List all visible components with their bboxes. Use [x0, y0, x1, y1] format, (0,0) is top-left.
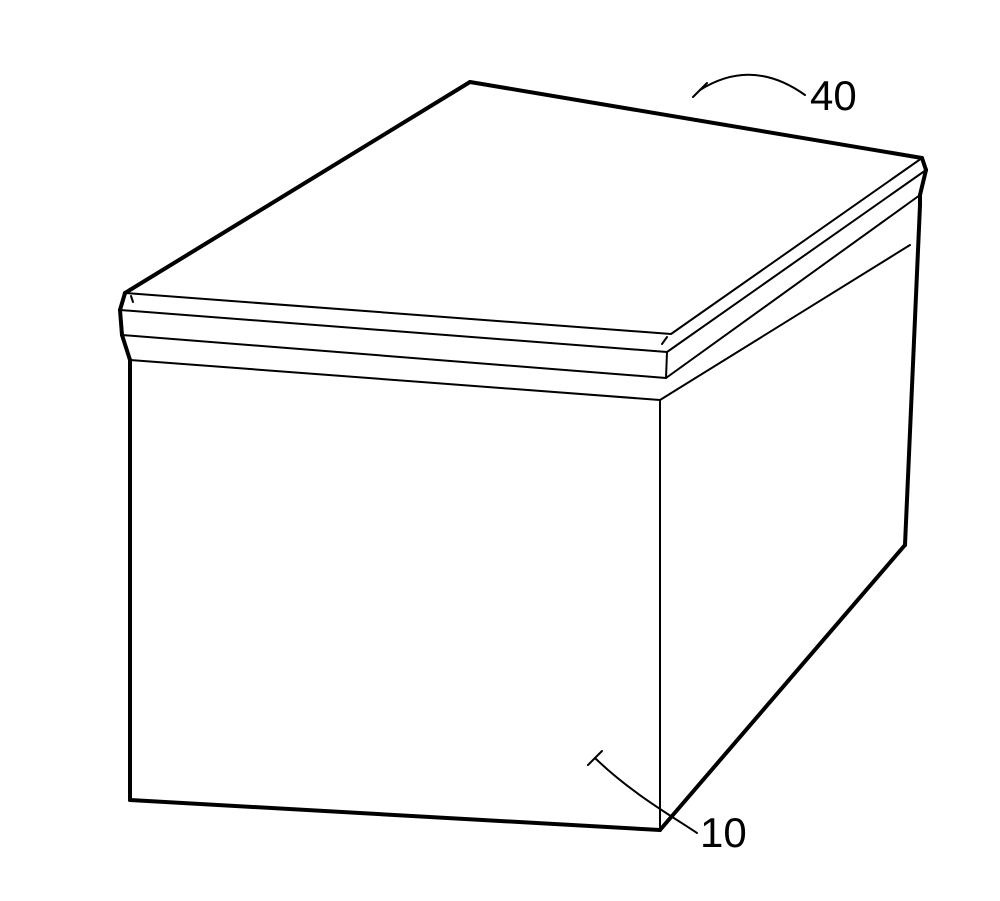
diagram-canvas: 40 10 [0, 0, 1000, 901]
label-40: 40 [810, 72, 857, 119]
label-10: 10 [700, 809, 747, 856]
